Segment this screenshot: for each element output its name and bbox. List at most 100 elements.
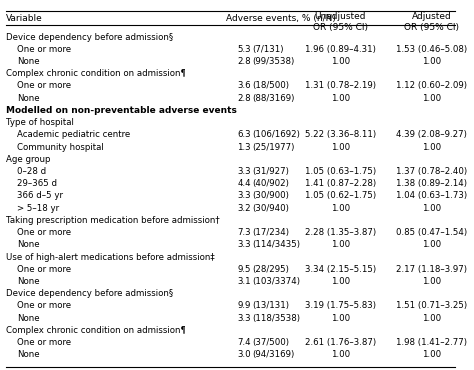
Text: 4.39 (2.08–9.27): 4.39 (2.08–9.27): [396, 130, 467, 139]
Text: > 5–18 yr: > 5–18 yr: [18, 204, 60, 213]
Text: Unadjusted
OR (95% CI): Unadjusted OR (95% CI): [312, 13, 368, 32]
Text: 3.3: 3.3: [237, 240, 251, 249]
Text: 3.2: 3.2: [237, 204, 251, 213]
Text: One or more: One or more: [18, 338, 72, 347]
Text: Adverse events, % (n/N): Adverse events, % (n/N): [226, 14, 336, 23]
Text: (88/3169): (88/3169): [252, 94, 294, 103]
Text: 2.28 (1.35–3.87): 2.28 (1.35–3.87): [304, 228, 376, 237]
Text: None: None: [18, 350, 40, 359]
Text: Use of high-alert medications before admission‡: Use of high-alert medications before adm…: [6, 253, 215, 262]
Text: 2.8: 2.8: [237, 94, 251, 103]
Text: 4.4: 4.4: [237, 179, 251, 188]
Text: Academic pediatric centre: Academic pediatric centre: [18, 130, 131, 139]
Text: 3.0: 3.0: [237, 350, 251, 359]
Text: Type of hospital: Type of hospital: [6, 118, 74, 127]
Text: 1.98 (1.41–2.77): 1.98 (1.41–2.77): [396, 338, 467, 347]
Text: (28/295): (28/295): [252, 265, 289, 274]
Text: 1.00: 1.00: [330, 350, 350, 359]
Text: 1.00: 1.00: [422, 204, 441, 213]
Text: One or more: One or more: [18, 302, 72, 310]
Text: One or more: One or more: [18, 45, 72, 54]
Text: 1.05 (0.63–1.75): 1.05 (0.63–1.75): [304, 167, 376, 176]
Text: 1.00: 1.00: [422, 142, 441, 152]
Text: 3.19 (1.75–5.83): 3.19 (1.75–5.83): [305, 302, 375, 310]
Text: 1.37 (0.78–2.40): 1.37 (0.78–2.40): [396, 167, 467, 176]
Text: (31/927): (31/927): [252, 167, 289, 176]
Text: (7/131): (7/131): [252, 45, 284, 54]
Text: None: None: [18, 314, 40, 323]
Text: Device dependency before admission§: Device dependency before admission§: [6, 289, 173, 298]
Text: 1.96 (0.89–4.31): 1.96 (0.89–4.31): [305, 45, 375, 54]
Text: 1.00: 1.00: [330, 57, 350, 66]
Text: 7.4: 7.4: [237, 338, 251, 347]
Text: 0.85 (0.47–1.54): 0.85 (0.47–1.54): [396, 228, 467, 237]
Text: Age group: Age group: [6, 155, 50, 164]
Text: 2.61 (1.76–3.87): 2.61 (1.76–3.87): [304, 338, 376, 347]
Text: One or more: One or more: [18, 228, 72, 237]
Text: (106/1692): (106/1692): [252, 130, 300, 139]
Text: 5.22 (3.36–8.11): 5.22 (3.36–8.11): [304, 130, 376, 139]
Text: One or more: One or more: [18, 265, 72, 274]
Text: None: None: [18, 277, 40, 286]
Text: 1.05 (0.62–1.75): 1.05 (0.62–1.75): [304, 191, 376, 201]
Text: 6.3: 6.3: [237, 130, 251, 139]
Text: 1.3: 1.3: [237, 142, 251, 152]
Text: None: None: [18, 240, 40, 249]
Text: 1.00: 1.00: [422, 94, 441, 103]
Text: 1.53 (0.46–5.08): 1.53 (0.46–5.08): [396, 45, 467, 54]
Text: 1.00: 1.00: [330, 240, 350, 249]
Text: (37/500): (37/500): [252, 338, 289, 347]
Text: 1.31 (0.78–2.19): 1.31 (0.78–2.19): [305, 81, 375, 91]
Text: Complex chronic condition on admission¶: Complex chronic condition on admission¶: [6, 326, 186, 335]
Text: (99/3538): (99/3538): [252, 57, 294, 66]
Text: One or more: One or more: [18, 81, 72, 91]
Text: 7.3: 7.3: [237, 228, 251, 237]
Text: 1.51 (0.71–3.25): 1.51 (0.71–3.25): [396, 302, 467, 310]
Text: 1.00: 1.00: [422, 57, 441, 66]
Text: (94/3169): (94/3169): [252, 350, 294, 359]
Text: 5.3: 5.3: [237, 45, 251, 54]
Text: 1.38 (0.89–2.14): 1.38 (0.89–2.14): [396, 179, 467, 188]
Text: Modelled on non-preventable adverse events: Modelled on non-preventable adverse even…: [6, 106, 237, 115]
Text: (25/1977): (25/1977): [252, 142, 294, 152]
Text: 3.6: 3.6: [237, 81, 251, 91]
Text: (18/500): (18/500): [252, 81, 289, 91]
Text: 3.3: 3.3: [237, 191, 251, 201]
Text: Device dependency before admission§: Device dependency before admission§: [6, 33, 173, 41]
Text: 1.00: 1.00: [330, 314, 350, 323]
Text: 1.04 (0.63–1.73): 1.04 (0.63–1.73): [396, 191, 467, 201]
Text: Variable: Variable: [6, 14, 43, 23]
Text: 29–365 d: 29–365 d: [18, 179, 57, 188]
Text: 0–28 d: 0–28 d: [18, 167, 46, 176]
Text: (13/131): (13/131): [252, 302, 289, 310]
Text: 3.3: 3.3: [237, 167, 251, 176]
Text: 9.9: 9.9: [237, 302, 251, 310]
Text: 1.00: 1.00: [422, 350, 441, 359]
Text: 1.41 (0.87–2.28): 1.41 (0.87–2.28): [304, 179, 376, 188]
Text: 3.1: 3.1: [237, 277, 251, 286]
Text: 1.00: 1.00: [330, 204, 350, 213]
Text: 2.17 (1.18–3.97): 2.17 (1.18–3.97): [396, 265, 467, 274]
Text: Community hospital: Community hospital: [18, 142, 104, 152]
Text: (30/900): (30/900): [252, 191, 289, 201]
Text: 1.00: 1.00: [422, 240, 441, 249]
Text: (114/3435): (114/3435): [252, 240, 300, 249]
Text: 366 d–5 yr: 366 d–5 yr: [18, 191, 64, 201]
Text: 9.5: 9.5: [237, 265, 251, 274]
Text: Taking prescription medication before admission†: Taking prescription medication before ad…: [6, 216, 220, 225]
Text: 1.12 (0.60–2.09): 1.12 (0.60–2.09): [396, 81, 467, 91]
Text: 1.00: 1.00: [330, 277, 350, 286]
Text: None: None: [18, 94, 40, 103]
Text: (103/3374): (103/3374): [252, 277, 300, 286]
Text: 3.3: 3.3: [237, 314, 251, 323]
Text: 1.00: 1.00: [330, 94, 350, 103]
Text: (30/940): (30/940): [252, 204, 289, 213]
Text: None: None: [18, 57, 40, 66]
Text: Adjusted
OR (95% CI): Adjusted OR (95% CI): [404, 13, 459, 32]
Text: 1.00: 1.00: [422, 277, 441, 286]
Text: 1.00: 1.00: [330, 142, 350, 152]
Text: (118/3538): (118/3538): [252, 314, 300, 323]
Text: (40/902): (40/902): [252, 179, 289, 188]
Text: Complex chronic condition on admission¶: Complex chronic condition on admission¶: [6, 69, 186, 78]
Text: 3.34 (2.15–5.15): 3.34 (2.15–5.15): [304, 265, 376, 274]
